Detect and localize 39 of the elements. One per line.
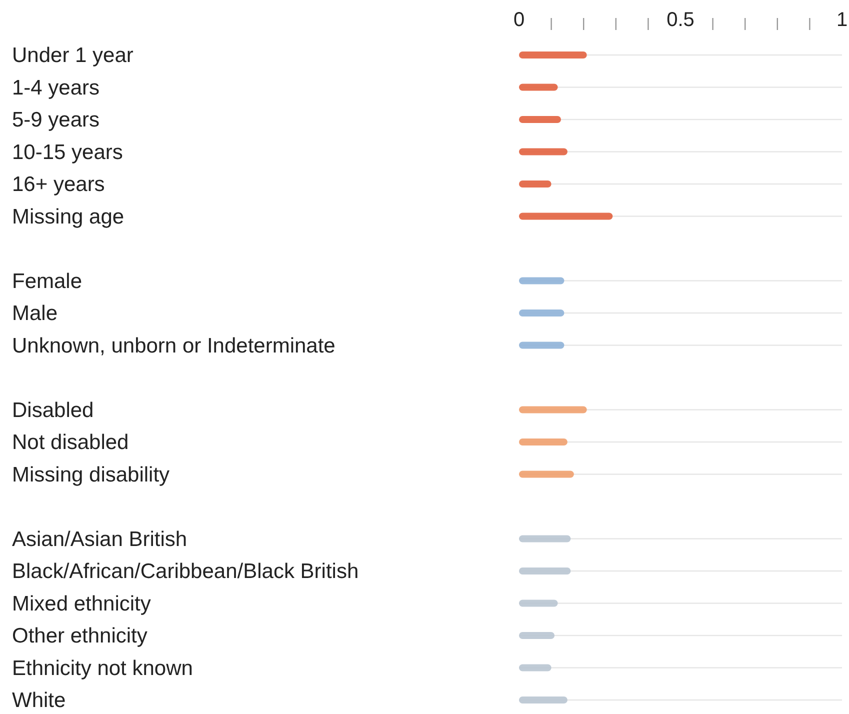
y-tick-label: Black/African/Caribbean/Black British — [12, 560, 359, 583]
bar — [519, 600, 558, 607]
y-tick-label: 1-4 years — [12, 76, 100, 100]
y-tick-label: White — [12, 689, 66, 712]
x2-tick-label: 1 — [836, 9, 848, 31]
y-tick-label: 10-15 years — [12, 140, 123, 164]
bar — [519, 568, 571, 574]
y-tick-label: Under 1 year — [12, 44, 134, 67]
y-tick-label: 16+ years — [12, 173, 105, 196]
bar — [519, 696, 568, 704]
bar — [519, 212, 613, 220]
x2-tick-label: 0.5 — [666, 9, 694, 31]
bar — [519, 277, 564, 284]
y-tick-label: Not disabled — [12, 431, 129, 454]
y-tick-label: Unknown, unborn or Indeterminate — [12, 334, 336, 358]
bar — [519, 310, 564, 316]
y-tick-label: Other ethnicity — [12, 624, 148, 648]
y-tick-label: Ethnicity not known — [12, 656, 193, 680]
y-tick-label: Asian/Asian British — [12, 528, 188, 551]
y-tick-label: Missing age — [12, 205, 124, 228]
y-tick-label: Female — [12, 270, 82, 293]
y-tick-label: 5-9 years — [12, 108, 100, 132]
y-tick-label: Mixed ethnicity — [12, 592, 152, 616]
bar — [519, 438, 568, 446]
bar — [519, 52, 587, 58]
bar — [519, 84, 558, 91]
bar — [519, 342, 564, 349]
y-tick-label: Male — [12, 302, 58, 325]
bar — [519, 664, 552, 672]
x2-tick-label: 0 — [513, 9, 525, 31]
bar — [519, 406, 587, 414]
bar — [519, 470, 574, 478]
bar — [519, 535, 571, 542]
bar — [519, 632, 555, 639]
bar — [519, 180, 552, 188]
bar — [519, 148, 568, 156]
bar — [519, 116, 561, 123]
y-tick-label: Disabled — [12, 398, 94, 422]
y-tick-label: Missing disability — [12, 463, 170, 486]
